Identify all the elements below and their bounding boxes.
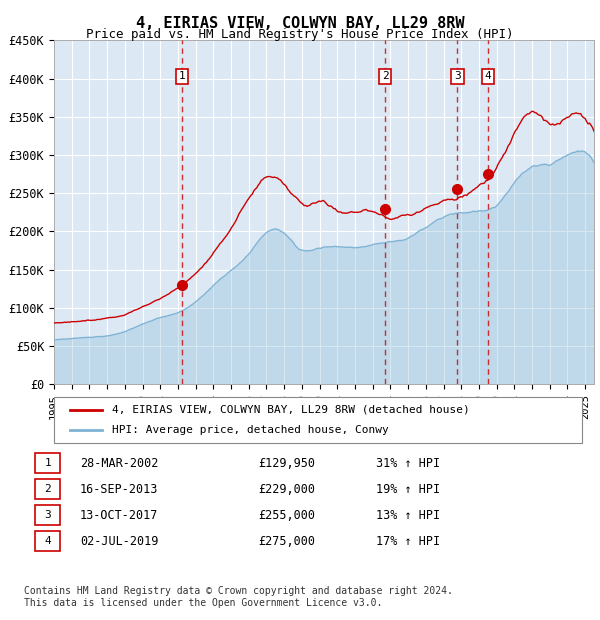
FancyBboxPatch shape [35, 453, 60, 474]
FancyBboxPatch shape [35, 505, 60, 525]
Text: 4, EIRIAS VIEW, COLWYN BAY, LL29 8RW (detached house): 4, EIRIAS VIEW, COLWYN BAY, LL29 8RW (de… [112, 405, 470, 415]
Text: Contains HM Land Registry data © Crown copyright and database right 2024.: Contains HM Land Registry data © Crown c… [24, 586, 453, 596]
Text: 4: 4 [44, 536, 51, 546]
Text: 02-JUL-2019: 02-JUL-2019 [80, 534, 158, 547]
Text: 4, EIRIAS VIEW, COLWYN BAY, LL29 8RW: 4, EIRIAS VIEW, COLWYN BAY, LL29 8RW [136, 16, 464, 30]
FancyBboxPatch shape [35, 479, 60, 500]
Text: 17% ↑ HPI: 17% ↑ HPI [376, 534, 440, 547]
Text: £129,950: £129,950 [259, 457, 316, 470]
Text: £255,000: £255,000 [259, 509, 316, 522]
Text: 2: 2 [44, 484, 51, 494]
Text: 1: 1 [44, 458, 51, 469]
Text: 3: 3 [44, 510, 51, 520]
FancyBboxPatch shape [35, 531, 60, 551]
Text: 28-MAR-2002: 28-MAR-2002 [80, 457, 158, 470]
Text: £275,000: £275,000 [259, 534, 316, 547]
Text: £229,000: £229,000 [259, 483, 316, 496]
Text: HPI: Average price, detached house, Conwy: HPI: Average price, detached house, Conw… [112, 425, 389, 435]
Text: 13-OCT-2017: 13-OCT-2017 [80, 509, 158, 522]
Text: 13% ↑ HPI: 13% ↑ HPI [376, 509, 440, 522]
Text: 3: 3 [454, 71, 461, 81]
Text: Price paid vs. HM Land Registry's House Price Index (HPI): Price paid vs. HM Land Registry's House … [86, 28, 514, 41]
Text: 19% ↑ HPI: 19% ↑ HPI [376, 483, 440, 496]
Text: 1: 1 [179, 71, 185, 81]
Text: This data is licensed under the Open Government Licence v3.0.: This data is licensed under the Open Gov… [24, 598, 382, 608]
Text: 2: 2 [382, 71, 389, 81]
Text: 31% ↑ HPI: 31% ↑ HPI [376, 457, 440, 470]
Text: 4: 4 [484, 71, 491, 81]
FancyBboxPatch shape [54, 397, 582, 443]
Text: 16-SEP-2013: 16-SEP-2013 [80, 483, 158, 496]
